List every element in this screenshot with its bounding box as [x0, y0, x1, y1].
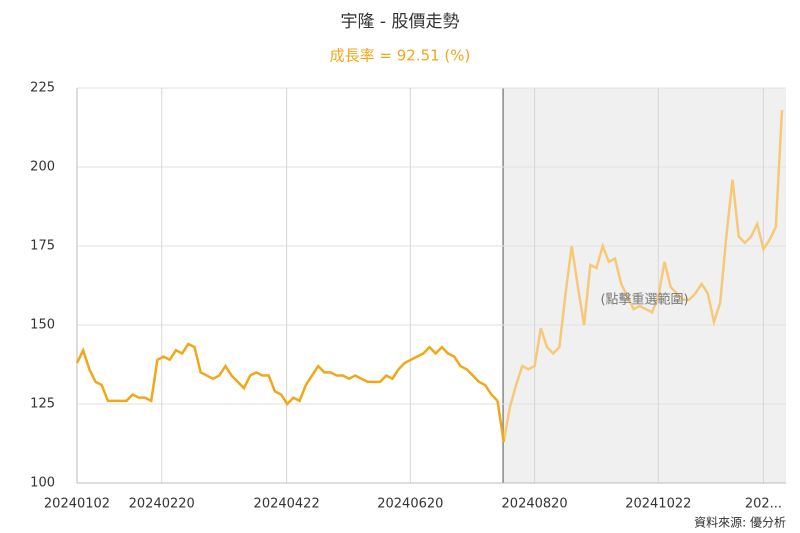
y-tick-label: 225 [30, 81, 55, 96]
chart-subtitle: 成長率 = 92.51 (%) [330, 47, 471, 65]
x-tick-label: 202... [745, 497, 782, 512]
y-tick-label: 150 [30, 318, 55, 333]
source: 資料來源: 優分析 [694, 516, 786, 530]
connector [496, 400, 505, 443]
price-line [75, 342, 499, 406]
y-tick-label: 125 [30, 397, 55, 412]
y-tick-label: 175 [30, 239, 55, 254]
x-tick-label: 20240102 [44, 497, 110, 512]
x-tick-label: 20240422 [254, 497, 320, 512]
annotation: (點擊重選範圍) [600, 292, 688, 308]
x-tick-label: 20240220 [129, 497, 195, 512]
y-tick-label: 200 [30, 160, 55, 175]
chart-title: 宇隆 - 股價走勢 [341, 12, 460, 32]
x-tick-label: 20240620 [377, 497, 443, 512]
selection-region [503, 88, 786, 483]
x-tick-label: 20240820 [502, 497, 568, 512]
price-line-selected [502, 110, 784, 443]
x-tick-label: 20241022 [625, 497, 691, 512]
y-tick-label: 100 [30, 476, 55, 491]
